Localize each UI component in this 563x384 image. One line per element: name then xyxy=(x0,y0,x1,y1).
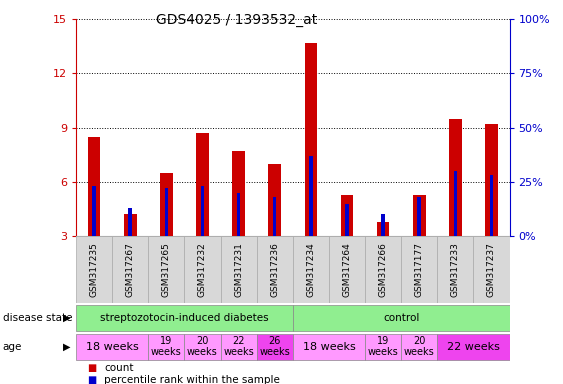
Bar xyxy=(76,236,112,303)
Bar xyxy=(417,197,421,236)
Text: ▶: ▶ xyxy=(62,313,70,323)
Bar xyxy=(196,133,209,236)
Bar xyxy=(365,236,401,303)
Text: GSM317265: GSM317265 xyxy=(162,242,171,297)
Text: GDS4025 / 1393532_at: GDS4025 / 1393532_at xyxy=(156,13,317,27)
Bar xyxy=(341,195,353,236)
Bar xyxy=(365,334,401,359)
Text: ▶: ▶ xyxy=(62,342,70,352)
Bar xyxy=(160,173,173,236)
Bar xyxy=(185,334,221,359)
Bar xyxy=(221,334,257,359)
Bar xyxy=(377,222,390,236)
Text: GSM317235: GSM317235 xyxy=(90,242,99,297)
Bar xyxy=(490,175,493,236)
Bar xyxy=(112,236,148,303)
Bar xyxy=(257,236,293,303)
Text: GSM317264: GSM317264 xyxy=(342,242,351,297)
Text: ■: ■ xyxy=(87,375,96,384)
Bar xyxy=(92,186,96,236)
Bar xyxy=(257,334,293,359)
Bar xyxy=(401,236,437,303)
Bar xyxy=(293,334,365,359)
Text: GSM317236: GSM317236 xyxy=(270,242,279,297)
Bar xyxy=(401,334,437,359)
Text: 18 weeks: 18 weeks xyxy=(302,341,355,352)
Bar xyxy=(200,186,204,236)
Bar xyxy=(273,197,276,236)
Bar xyxy=(128,208,132,236)
Bar xyxy=(454,171,457,236)
Text: streptozotocin-induced diabetes: streptozotocin-induced diabetes xyxy=(100,313,269,323)
Text: 26
weeks: 26 weeks xyxy=(260,336,290,358)
Text: control: control xyxy=(383,313,419,323)
Bar xyxy=(164,189,168,236)
Text: 18 weeks: 18 weeks xyxy=(86,341,138,352)
Bar xyxy=(345,204,348,236)
Text: disease state: disease state xyxy=(3,313,72,323)
Text: 20
weeks: 20 weeks xyxy=(404,336,435,358)
Bar xyxy=(309,156,312,236)
Text: 19
weeks: 19 weeks xyxy=(151,336,182,358)
Bar xyxy=(437,236,473,303)
Bar xyxy=(413,195,426,236)
Bar xyxy=(293,236,329,303)
Text: 22 weeks: 22 weeks xyxy=(447,341,500,352)
Bar xyxy=(185,236,221,303)
Bar xyxy=(221,236,257,303)
Text: count: count xyxy=(104,363,133,373)
Bar xyxy=(449,119,462,236)
Text: 19
weeks: 19 weeks xyxy=(368,336,399,358)
Bar xyxy=(381,214,385,236)
Bar xyxy=(437,334,510,359)
Bar xyxy=(148,334,185,359)
Text: GSM317266: GSM317266 xyxy=(378,242,387,297)
Text: GSM317177: GSM317177 xyxy=(415,242,424,297)
Text: percentile rank within the sample: percentile rank within the sample xyxy=(104,375,280,384)
Bar xyxy=(233,151,245,236)
Text: ■: ■ xyxy=(87,363,96,373)
Bar xyxy=(76,334,148,359)
Text: GSM317237: GSM317237 xyxy=(487,242,496,297)
Text: 22
weeks: 22 weeks xyxy=(223,336,254,358)
Bar xyxy=(269,164,281,236)
Text: GSM317232: GSM317232 xyxy=(198,242,207,297)
Text: age: age xyxy=(3,342,22,352)
Bar xyxy=(473,236,510,303)
Bar xyxy=(76,305,293,331)
Text: 20
weeks: 20 weeks xyxy=(187,336,218,358)
Bar xyxy=(293,305,510,331)
Text: GSM317231: GSM317231 xyxy=(234,242,243,297)
Bar xyxy=(305,43,317,236)
Bar xyxy=(88,137,100,236)
Bar xyxy=(237,193,240,236)
Bar xyxy=(485,124,498,236)
Text: GSM317267: GSM317267 xyxy=(126,242,135,297)
Bar xyxy=(329,236,365,303)
Text: GSM317233: GSM317233 xyxy=(451,242,460,297)
Bar xyxy=(148,236,185,303)
Text: GSM317234: GSM317234 xyxy=(306,242,315,297)
Bar xyxy=(124,214,136,236)
